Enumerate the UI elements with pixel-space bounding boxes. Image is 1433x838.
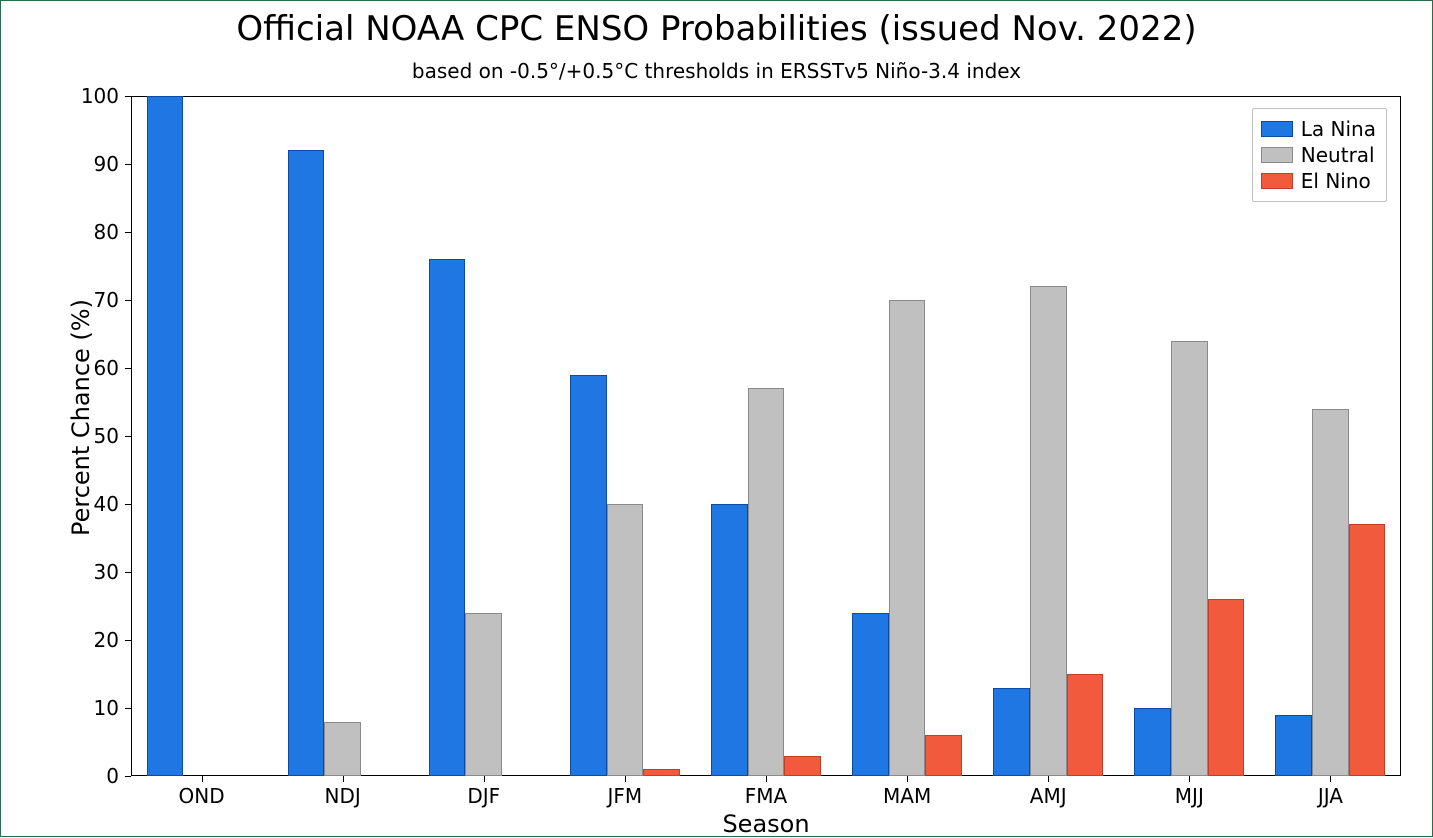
x-tick-label: FMA [726,784,806,808]
x-tick-mark [484,776,485,782]
x-tick-mark [1189,776,1190,782]
bar [711,504,748,776]
x-tick-mark [1330,776,1331,782]
y-tick-label: 40 [61,492,119,516]
chart-title: Official NOAA CPC ENSO Probabilities (is… [1,9,1432,49]
y-tick-mark [125,504,131,505]
bar [748,388,785,776]
x-tick-mark [343,776,344,782]
bar [570,375,607,776]
x-tick-label: MJJ [1149,784,1229,808]
legend-item: La Nina [1261,117,1376,141]
bar [784,756,821,776]
x-tick-label: AMJ [1008,784,1088,808]
y-tick-mark [125,572,131,573]
y-tick-mark [125,708,131,709]
legend-label: El Nino [1301,169,1371,193]
x-tick-label: JJA [1290,784,1370,808]
x-tick-mark [625,776,626,782]
x-tick-label: MAM [867,784,947,808]
bar [889,300,926,776]
bar [1171,341,1208,776]
bar [1134,708,1171,776]
legend-label: Neutral [1301,143,1375,167]
y-tick-mark [125,232,131,233]
y-tick-label: 80 [61,220,119,244]
bar [429,259,466,776]
y-tick-label: 20 [61,628,119,652]
y-tick-label: 50 [61,424,119,448]
x-tick-label: JFM [585,784,665,808]
y-tick-label: 10 [61,696,119,720]
y-tick-mark [125,164,131,165]
legend-label: La Nina [1301,117,1376,141]
y-tick-label: 0 [61,764,119,788]
y-tick-mark [125,96,131,97]
legend-item: El Nino [1261,169,1376,193]
bar [993,688,1030,776]
x-tick-label: NDJ [303,784,383,808]
bar [465,613,502,776]
bar [643,769,680,776]
y-tick-label: 100 [61,84,119,108]
bar [147,96,184,776]
enso-figure: Official NOAA CPC ENSO Probabilities (is… [0,0,1433,837]
bar [925,735,962,776]
x-tick-mark [1048,776,1049,782]
bar [288,150,325,776]
y-tick-mark [125,436,131,437]
bar [1275,715,1312,776]
y-tick-label: 90 [61,152,119,176]
x-axis-label: Season [131,810,1401,838]
bar [1208,599,1245,776]
x-tick-mark [907,776,908,782]
y-tick-mark [125,300,131,301]
y-tick-mark [125,776,131,777]
x-tick-label: DJF [444,784,524,808]
x-tick-mark [766,776,767,782]
y-tick-label: 30 [61,560,119,584]
bar [324,722,361,776]
x-tick-label: OND [162,784,242,808]
y-tick-mark [125,368,131,369]
y-tick-label: 70 [61,288,119,312]
x-tick-mark [202,776,203,782]
bar [1030,286,1067,776]
legend-swatch [1261,147,1293,163]
legend-swatch [1261,173,1293,189]
chart-subtitle: based on -0.5°/+0.5°C thresholds in ERSS… [1,59,1432,83]
y-tick-label: 60 [61,356,119,380]
legend-swatch [1261,121,1293,137]
legend-item: Neutral [1261,143,1376,167]
bar [852,613,889,776]
bar [607,504,644,776]
y-tick-mark [125,640,131,641]
bar [1349,524,1386,776]
bar [1067,674,1104,776]
legend: La NinaNeutralEl Nino [1252,108,1387,202]
bar [1312,409,1349,776]
